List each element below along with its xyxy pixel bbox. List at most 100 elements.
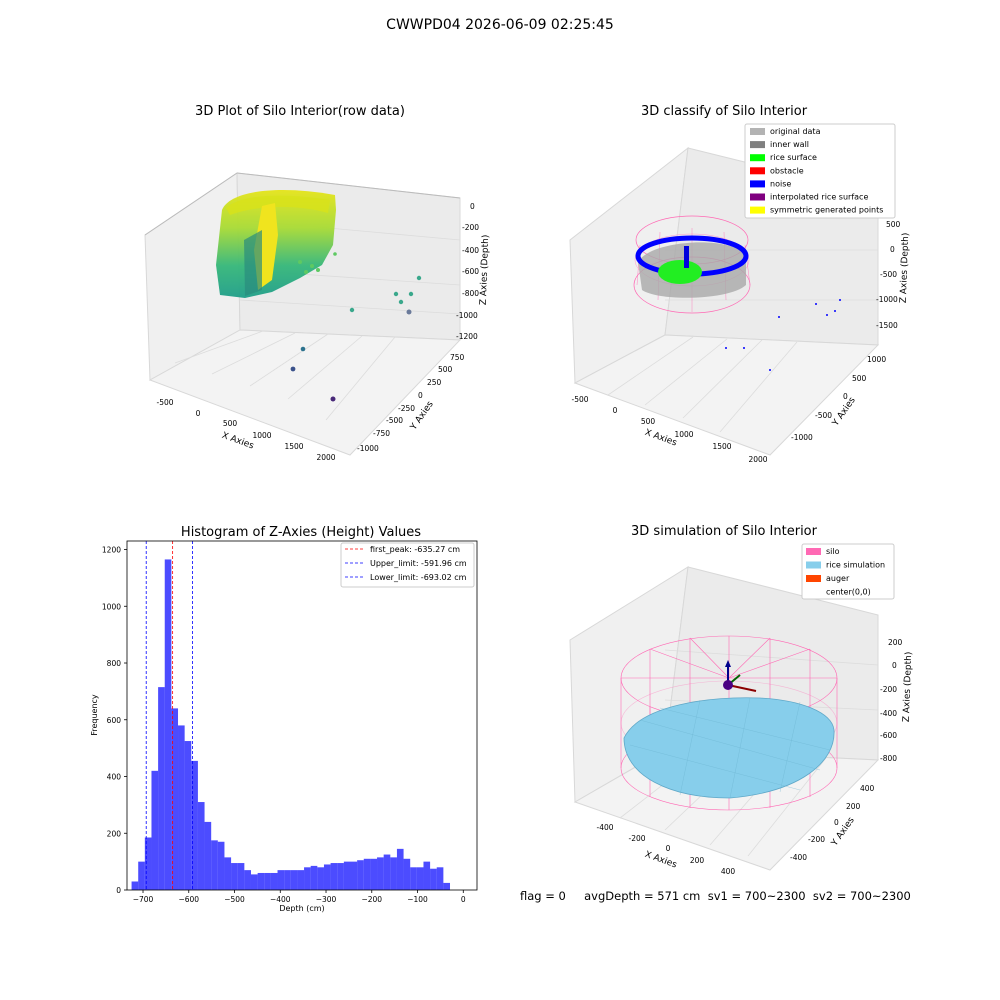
raw-ztick: 0 — [470, 202, 475, 211]
histogram-bar — [184, 741, 192, 890]
histogram-bars — [131, 559, 451, 890]
raw-xtick: 2000 — [316, 453, 335, 462]
histogram-bar — [436, 867, 444, 890]
histogram-y-tick-label: 800 — [107, 659, 122, 668]
histogram-bar — [231, 863, 238, 890]
classify-legend-swatch — [750, 154, 765, 162]
simulation-xtick: 0 — [666, 844, 671, 853]
simulation-legend-swatch — [806, 548, 821, 555]
simulation-legend-label: silo — [826, 547, 840, 556]
histogram-bar — [178, 725, 185, 890]
classify-legend-swatch — [750, 167, 765, 175]
classify-legend: original data inner wall rice surface obsta… — [744, 123, 896, 219]
histogram-bar — [191, 760, 198, 890]
histogram-x-tick-label: −200 — [361, 895, 382, 904]
simulation-legend-label: rice simulation — [826, 561, 885, 570]
histogram-y-tick-label: 400 — [107, 773, 122, 782]
histogram-bar — [277, 870, 285, 890]
histogram-bar — [310, 865, 318, 890]
histogram-bar — [403, 858, 411, 890]
histogram-bar — [390, 857, 397, 890]
histogram-y-tick-label: 600 — [107, 716, 122, 725]
raw-ztick: -1000 — [456, 311, 478, 320]
raw-z-label: Z Axies (Depth) — [479, 235, 491, 306]
histogram-bar — [317, 867, 324, 890]
histogram-bar — [423, 861, 431, 890]
simulation-plot-title: 3D simulation of Silo Interior — [631, 524, 817, 539]
raw-ytick: 500 — [438, 365, 453, 374]
simulation-3d-plot: -400 -200 0 200 400 X Axies 400 200 0 -2… — [569, 543, 914, 876]
classify-legend-label: symmetric generated points — [770, 206, 883, 215]
histogram-x-tick-label: −600 — [178, 895, 199, 904]
histogram-bar — [304, 867, 311, 890]
raw-xtick: -500 — [156, 398, 173, 407]
figure-title: CWWPD04 2026-06-09 02:25:45 — [386, 17, 614, 33]
raw-ztick: -400 — [462, 246, 479, 255]
raw-grid — [174, 219, 461, 421]
rice-simulation-surface — [623, 697, 835, 799]
classify-legend-label: noise — [770, 179, 791, 188]
classify-legend-label: rice surface — [770, 153, 817, 162]
histogram-bar — [443, 882, 451, 890]
simulation-xtick: -400 — [596, 823, 613, 832]
simulation-ztick: 0 — [892, 661, 897, 670]
classify-legend-label: obstacle — [770, 166, 804, 175]
raw-ytick: 250 — [427, 378, 442, 387]
classify-3d-plot: -500 0 500 1000 1500 2000 X Axies 1000 5… — [569, 123, 911, 464]
classify-ztick: 500 — [886, 220, 901, 229]
histogram-bar — [370, 858, 378, 890]
simulation-y-ticks: 400 200 0 -200 -400 — [790, 784, 875, 862]
classify-legend-label: interpolated rice surface — [770, 193, 868, 202]
simulation-ztick: 200 — [888, 638, 903, 647]
classify-ytick: -500 — [815, 411, 832, 420]
histogram-x-tick-label: −700 — [133, 895, 154, 904]
simulation-legend-label: auger — [826, 574, 850, 583]
histogram-bar — [350, 861, 358, 890]
histogram-bar — [211, 840, 218, 890]
histogram-x-label: Depth (cm) — [279, 904, 324, 913]
histogram-bar — [217, 841, 225, 890]
histogram-bar — [343, 861, 351, 890]
raw-ztick: -800 — [462, 289, 479, 298]
classify-z-label: Z Axies (Depth) — [899, 233, 911, 304]
histogram-x-tick-label: 0 — [461, 895, 466, 904]
histogram-bar — [244, 870, 251, 890]
histogram-y-tick-label: 1000 — [102, 602, 121, 611]
histogram-chart: Histogram of Z-Axies (Height) Values −70… — [90, 525, 478, 913]
classify-y-ticks: 1000 500 0 -500 -1000 — [791, 355, 886, 442]
histogram-bar — [430, 868, 437, 890]
status-footer: flag = 0 avgDepth = 571 cm sv1 = 700~230… — [520, 889, 911, 903]
simulation-z-label: Z Axies (Depth) — [902, 652, 914, 723]
raw-x-label: X Axies — [220, 431, 255, 452]
classify-legend-label: inner wall — [770, 140, 809, 149]
histogram-x-tick-label: −100 — [407, 895, 428, 904]
raw-z-ticks: 0 -200 -400 -600 -800 -1000 -1200 — [456, 202, 479, 341]
raw-xtick: 0 — [196, 409, 201, 418]
raw-plot-title: 3D Plot of Silo Interior(row data) — [195, 104, 405, 119]
histogram-bar — [131, 881, 139, 890]
classify-x-label: X Axies — [643, 428, 678, 449]
auger-axes-arrows — [723, 660, 757, 692]
simulation-xtick: 400 — [721, 867, 736, 876]
histogram-bar — [396, 848, 404, 890]
histogram-bar — [290, 870, 298, 890]
simulation-x-ticks: -400 -200 0 200 400 — [596, 823, 735, 876]
histogram-y-tick-label: 0 — [116, 886, 121, 895]
simulation-ytick: -200 — [808, 835, 825, 844]
classify-ztick: 0 — [890, 245, 895, 254]
classify-legend-swatch — [750, 128, 765, 135]
histogram-legend-label: Lower_limit: -693.02 cm — [370, 573, 467, 582]
raw-ytick: -500 — [386, 416, 403, 425]
histogram-frame — [126, 540, 478, 891]
histogram-bar — [151, 770, 159, 890]
raw-x-ticks: -500 0 500 1000 1500 2000 — [156, 398, 335, 462]
raw-ztick: -200 — [462, 223, 479, 232]
classify-point-cloud — [633, 215, 841, 371]
histogram-y-tick-label: 200 — [107, 829, 122, 838]
classify-xtick: 1500 — [712, 442, 731, 451]
simulation-legend-swatch — [806, 561, 821, 569]
classify-ztick: -500 — [880, 270, 897, 279]
simulation-legend-label: center(0,0) — [826, 588, 871, 597]
classify-xtick: -500 — [571, 395, 588, 404]
histogram-bar — [197, 802, 205, 890]
